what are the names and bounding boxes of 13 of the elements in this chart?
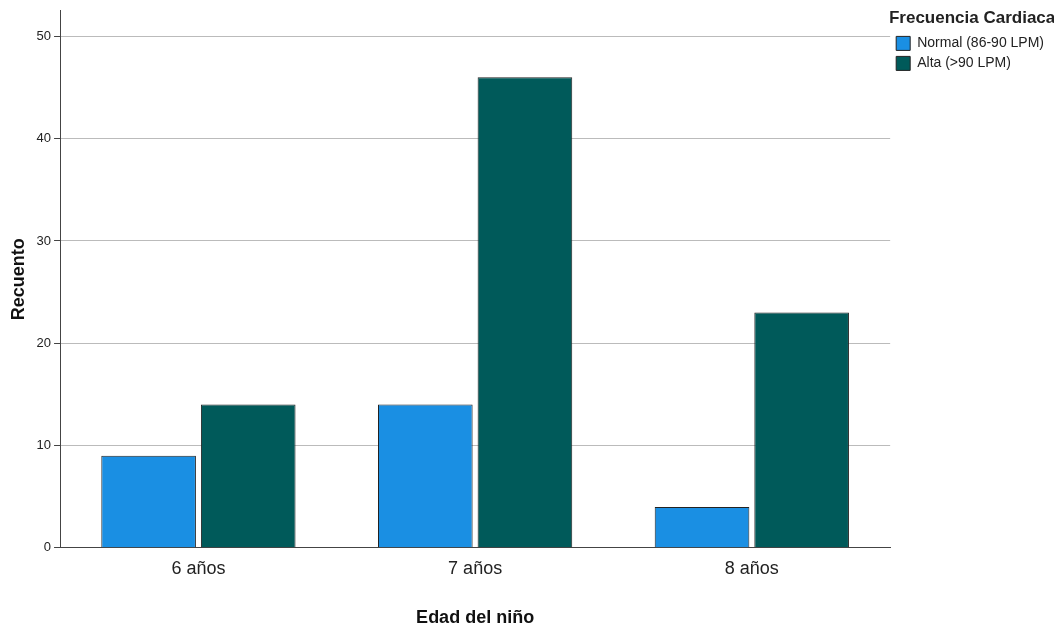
y-tick-label: 0 <box>43 539 52 555</box>
x-axis-title: Edad del niño <box>416 607 535 628</box>
x-tick-label: 7 años <box>448 557 503 578</box>
y-tick-label: 10 <box>36 437 52 453</box>
legend-label: Alta (>90 LPM) <box>917 54 1011 71</box>
y-tick-label: 30 <box>36 232 52 248</box>
y-tick-label: 40 <box>36 130 52 146</box>
y-tick-label: 50 <box>36 27 52 43</box>
y-axis-title: Recuento <box>7 238 28 321</box>
legend-label: Normal (86-90 LPM) <box>917 34 1045 51</box>
x-tick-label: 6 años <box>171 557 226 578</box>
x-tick-label: 8 años <box>724 557 779 578</box>
y-tick-label: 20 <box>36 334 52 350</box>
